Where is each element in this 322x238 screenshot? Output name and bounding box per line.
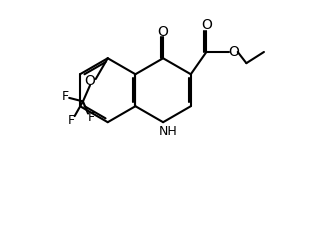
Text: F: F bbox=[87, 111, 94, 124]
Text: F: F bbox=[68, 114, 75, 127]
Text: O: O bbox=[228, 45, 239, 59]
Text: O: O bbox=[158, 25, 168, 39]
Text: F: F bbox=[62, 90, 69, 103]
Text: NH: NH bbox=[158, 125, 177, 138]
Text: O: O bbox=[201, 18, 212, 32]
Text: O: O bbox=[85, 74, 95, 88]
